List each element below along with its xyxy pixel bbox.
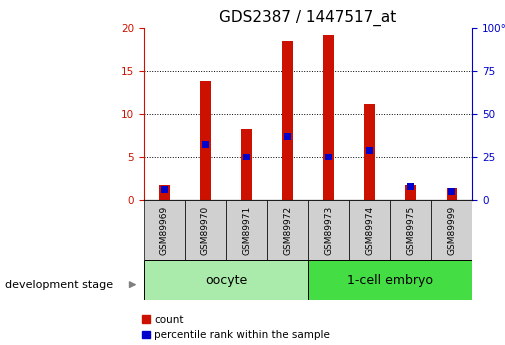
Text: GSM89972: GSM89972: [283, 206, 292, 255]
Bar: [407, 183, 414, 190]
Legend: count, percentile rank within the sample: count, percentile rank within the sample: [141, 315, 330, 340]
Bar: [226, 200, 267, 260]
Text: oocyte: oocyte: [205, 274, 247, 287]
Bar: [144, 200, 185, 260]
Bar: [349, 200, 390, 260]
Text: GSM89971: GSM89971: [242, 206, 251, 255]
Bar: [284, 133, 291, 140]
Bar: [308, 260, 472, 300]
Bar: [366, 147, 373, 154]
Bar: [282, 41, 293, 200]
Text: development stage: development stage: [5, 280, 113, 289]
Bar: [406, 185, 416, 200]
Bar: [448, 188, 456, 195]
Bar: [325, 154, 332, 160]
Bar: [365, 104, 375, 200]
Bar: [159, 186, 170, 200]
Bar: [185, 200, 226, 260]
Text: GSM89975: GSM89975: [406, 206, 415, 255]
Bar: [323, 34, 334, 200]
Text: GSM89974: GSM89974: [365, 206, 374, 255]
Text: GSM89970: GSM89970: [201, 206, 210, 255]
Bar: [202, 141, 209, 148]
Text: 1-cell embryo: 1-cell embryo: [347, 274, 433, 287]
Bar: [241, 128, 251, 200]
Text: GSM89969: GSM89969: [160, 206, 169, 255]
Bar: [144, 260, 308, 300]
Bar: [431, 200, 472, 260]
Bar: [446, 188, 457, 200]
Bar: [308, 200, 349, 260]
Bar: [267, 200, 308, 260]
Bar: [390, 200, 431, 260]
Text: GSM89973: GSM89973: [324, 206, 333, 255]
Bar: [243, 154, 250, 160]
Text: GSM89999: GSM89999: [447, 206, 456, 255]
Bar: [200, 81, 211, 200]
Bar: [161, 186, 168, 193]
Title: GDS2387 / 1447517_at: GDS2387 / 1447517_at: [220, 10, 396, 26]
